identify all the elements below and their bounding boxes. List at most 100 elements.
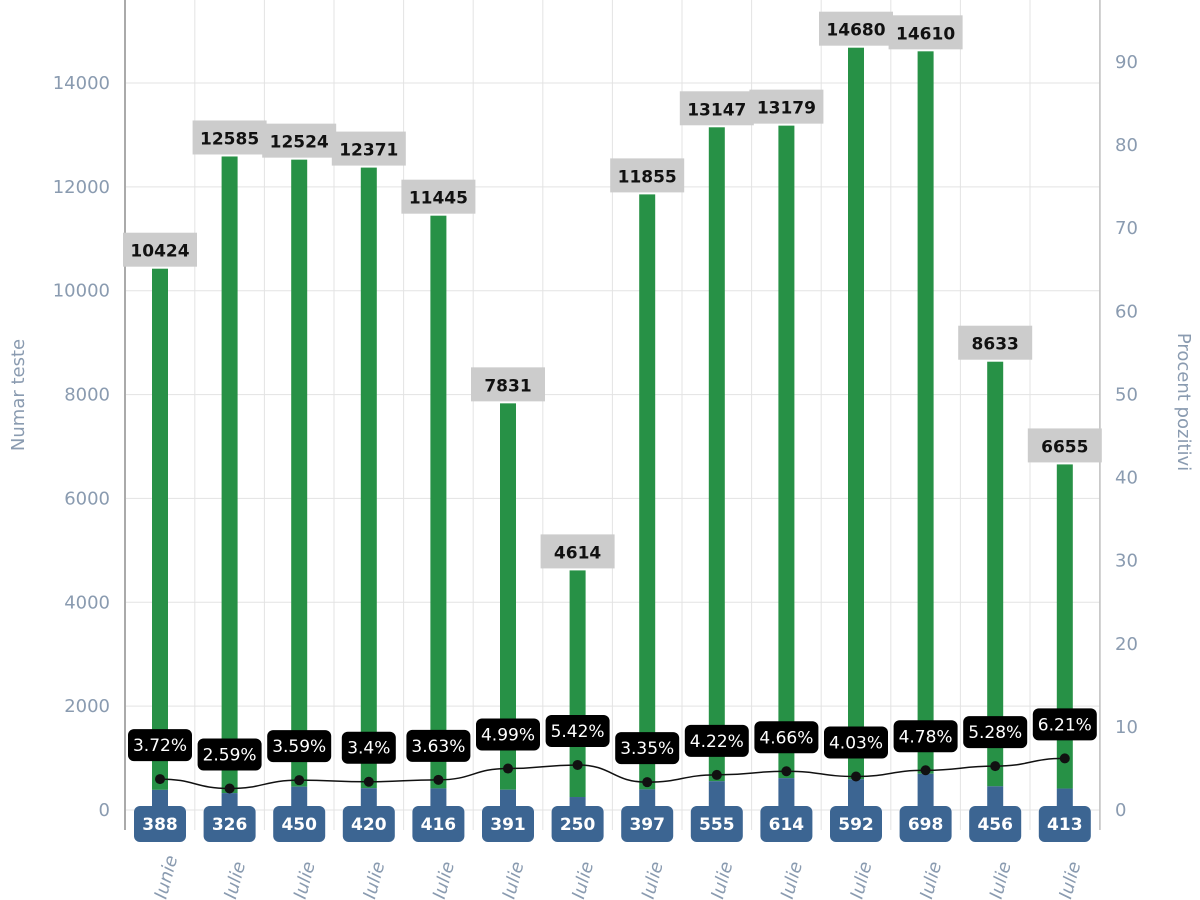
percent-label: 3.72%: [133, 736, 187, 756]
x-tick-label: Iulie: [429, 859, 459, 900]
percent-label: 3.59%: [272, 737, 326, 757]
total-label: 12371: [339, 141, 398, 161]
total-label-bg: [819, 11, 893, 46]
x-tick-label: Iulie: [220, 859, 250, 900]
total-label-bg: [540, 534, 615, 569]
percent-point: [990, 761, 1001, 772]
positive-label: 592: [838, 815, 874, 835]
percent-point: [572, 759, 583, 770]
bar-positive: [221, 793, 238, 810]
total-label: 8633: [972, 335, 1019, 355]
percent-point: [711, 769, 722, 780]
percent-label-bg: [128, 729, 192, 762]
total-label: 14610: [896, 24, 955, 44]
y-tick-label: 0: [99, 800, 110, 821]
bar-negative: [708, 127, 725, 782]
percent-point: [503, 763, 513, 774]
percent-label-bg: [545, 714, 610, 747]
y-tick-label: 2000: [64, 696, 110, 717]
bar-negative: [291, 159, 308, 787]
positive-label-bg: [134, 806, 186, 842]
bar-positive: [848, 779, 864, 810]
bar-negative: [500, 403, 516, 790]
positive-label-bg: [690, 806, 743, 842]
percent-label: 4.22%: [690, 732, 744, 752]
percent-label: 3.63%: [411, 737, 465, 757]
positive-label: 450: [281, 815, 317, 835]
bar-negative: [430, 215, 447, 789]
bar-positive: [987, 786, 1004, 810]
x-tick-label: Iulie: [1055, 859, 1085, 900]
positive-label-bg: [551, 806, 604, 842]
total-label: 11445: [409, 189, 468, 209]
y-tick-label: 14000: [53, 73, 110, 94]
x-tick-label: Iulie: [777, 859, 807, 900]
bar-positive: [360, 788, 377, 810]
total-label-bg: [888, 15, 963, 50]
percent-label-bg: [197, 738, 262, 771]
x-tick-label: Iulie: [290, 859, 320, 900]
bar-positive: [639, 789, 656, 810]
positive-label: 391: [490, 815, 526, 835]
y2-tick-label: 30: [1115, 551, 1138, 572]
x-tick-label: Iulie: [359, 859, 389, 900]
percent-label-bg: [824, 726, 888, 759]
percent-label: 3.4%: [347, 739, 390, 759]
positive-label-bg: [969, 806, 1022, 842]
bar-positive: [708, 781, 725, 810]
percent-point: [363, 776, 374, 787]
percent-point: [781, 766, 792, 777]
total-label: 10424: [130, 242, 189, 262]
positive-label-bg: [760, 806, 813, 842]
total-label: 11855: [618, 167, 677, 187]
total-label-bg: [1027, 428, 1102, 463]
bar-positive: [430, 788, 447, 810]
positive-label-bg: [412, 806, 465, 842]
percent-point: [155, 774, 165, 785]
bar-negative: [639, 194, 656, 790]
positive-label-bg: [273, 806, 326, 842]
percent-label: 3.35%: [620, 739, 674, 759]
total-label-bg: [749, 89, 824, 124]
total-label-bg: [471, 367, 545, 402]
y-tick-label: 6000: [64, 488, 110, 509]
total-label: 12524: [270, 133, 329, 153]
y-tick-label: 12000: [53, 177, 110, 198]
positive-label: 388: [142, 815, 178, 835]
positive-label-bg: [621, 806, 674, 842]
positive-label-bg: [1038, 806, 1091, 842]
positive-label-bg: [482, 806, 534, 842]
bar-negative: [360, 167, 377, 789]
percent-label-bg: [406, 729, 471, 762]
total-label-bg: [610, 158, 685, 193]
total-label: 7831: [484, 376, 531, 396]
bar-positive: [917, 773, 934, 810]
bar-negative: [987, 361, 1004, 787]
y2-tick-label: 60: [1115, 301, 1138, 322]
percent-label: 4.66%: [759, 728, 813, 748]
percent-line: [159, 757, 1065, 790]
percent-label: 4.78%: [899, 727, 953, 747]
bar-positive: [291, 786, 308, 810]
total-label: 4614: [554, 543, 601, 563]
percent-label: 4.99%: [481, 726, 535, 746]
percent-label-bg: [893, 720, 958, 753]
bar-negative: [221, 156, 238, 794]
percent-label: 5.42%: [551, 722, 605, 742]
x-tick-label: Iulie: [568, 859, 598, 900]
positive-label-bg: [203, 806, 256, 842]
bar-negative: [848, 47, 864, 780]
percent-point: [1059, 753, 1070, 764]
total-label-bg: [401, 179, 476, 214]
y2-tick-label: 0: [1115, 800, 1126, 821]
total-label: 14680: [826, 21, 885, 41]
total-label: 6655: [1041, 437, 1088, 457]
y-axis-title: Numar teste: [8, 339, 29, 451]
total-label-bg: [679, 91, 754, 126]
total-label: 12585: [200, 129, 259, 149]
positive-label-bg: [899, 806, 952, 842]
x-tick-label: Iulie: [916, 859, 946, 900]
y-tick-label: 8000: [64, 385, 110, 406]
y2-tick-label: 40: [1115, 468, 1138, 489]
